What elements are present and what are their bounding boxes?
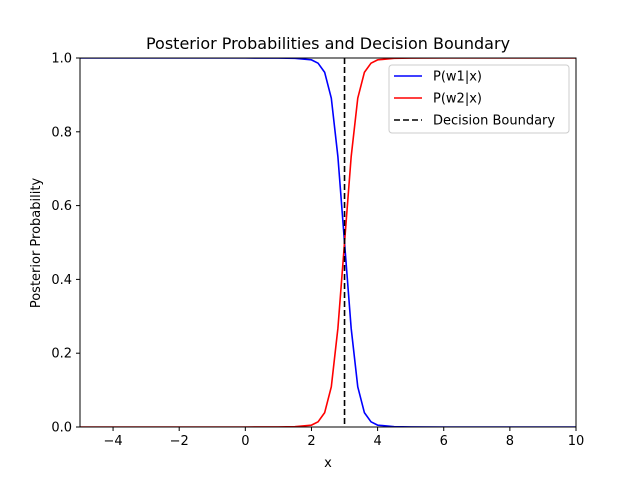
chart-title: Posterior Probabilities and Decision Bou… bbox=[146, 34, 510, 53]
legend-label: Decision Boundary bbox=[433, 114, 555, 129]
x-tick-label: −4 bbox=[103, 434, 122, 449]
axes-frame bbox=[79, 57, 577, 428]
x-tick-label: 0 bbox=[241, 434, 249, 449]
y-tick-label: 0.0 bbox=[51, 421, 72, 436]
legend-box bbox=[388, 64, 570, 134]
y-tick-label: 0.8 bbox=[51, 125, 72, 140]
x-tick-label: 10 bbox=[568, 434, 585, 449]
x-tick-label: 8 bbox=[506, 434, 514, 449]
legend-label: P(w1|x) bbox=[433, 70, 482, 85]
y-axis-label: Posterior Probability bbox=[29, 178, 44, 309]
y-tick-label: 0.2 bbox=[51, 347, 72, 362]
x-tick-label: 4 bbox=[373, 434, 381, 449]
x-tick-label: −2 bbox=[170, 434, 189, 449]
legend: P(w1|x) P(w2|x) Decision Boundary bbox=[388, 64, 570, 134]
plot-area: −4 −2 0 2 4 6 8 10 0.0 0.2 0.4 0.6 0.8 1.0 bbox=[51, 52, 584, 450]
x-axis-label: x bbox=[324, 456, 332, 471]
legend-label: P(w2|x) bbox=[433, 92, 482, 107]
y-tick-label: 0.4 bbox=[51, 273, 72, 288]
y-tick-label: 0.6 bbox=[51, 199, 72, 214]
x-tick-label: 2 bbox=[307, 434, 315, 449]
y-tick-label: 1.0 bbox=[51, 52, 72, 67]
x-tick-label: 6 bbox=[440, 434, 448, 449]
